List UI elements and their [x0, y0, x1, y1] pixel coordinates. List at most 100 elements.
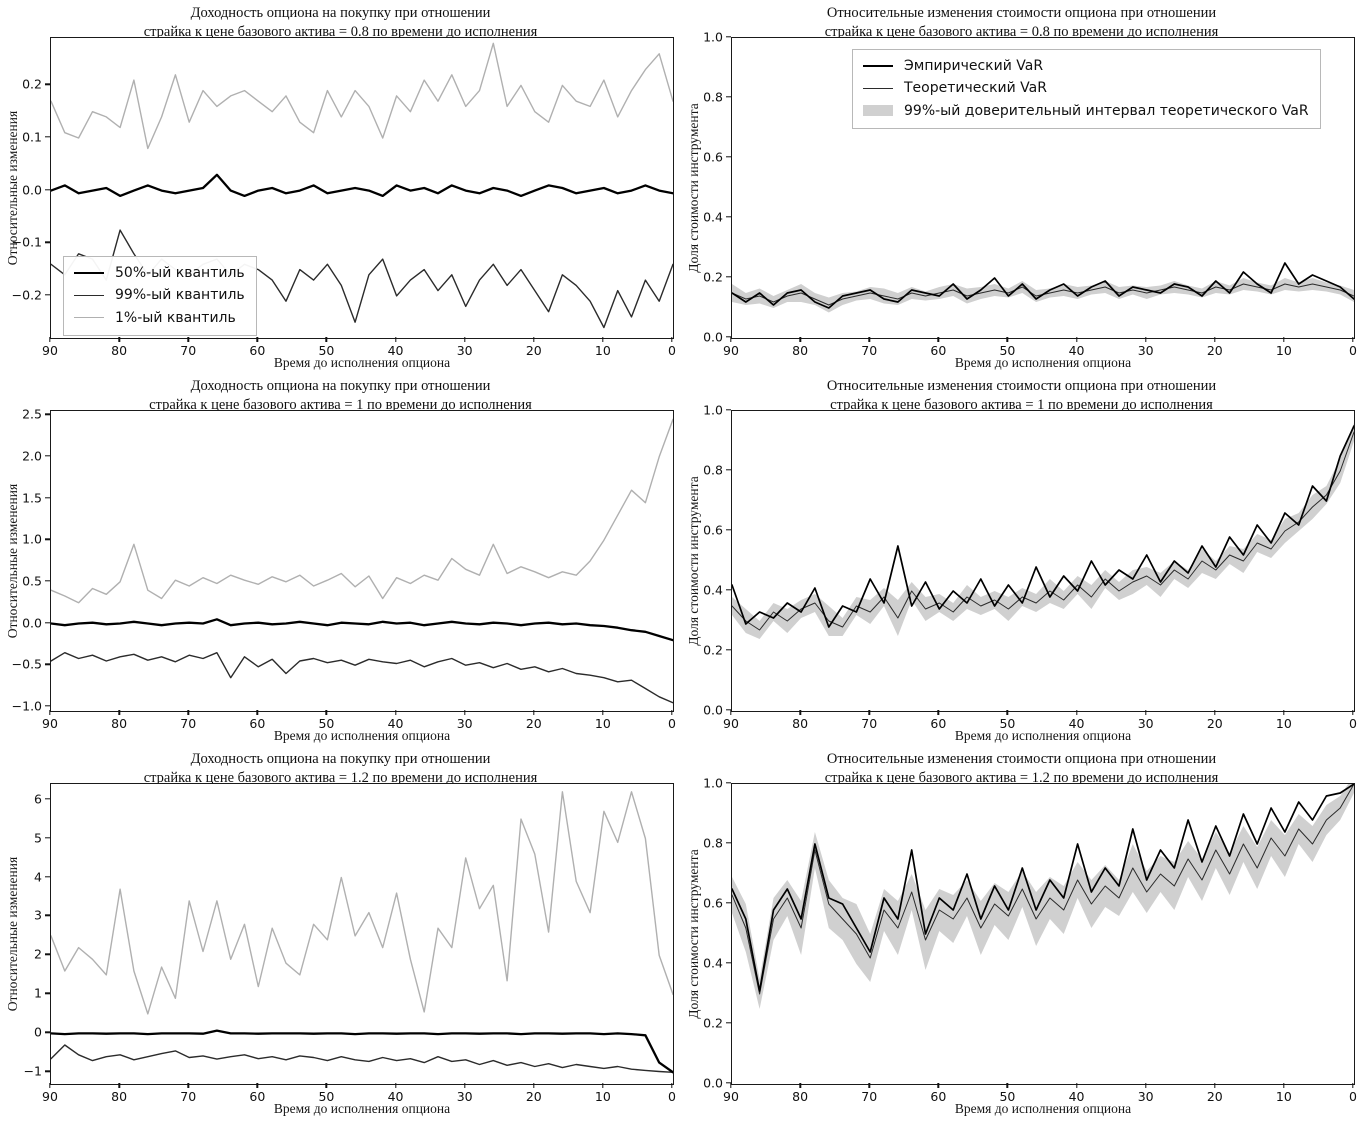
x-tick-label: 90: [42, 343, 58, 358]
y-tick-mark: [726, 96, 731, 98]
y-tick-label: 0.2: [703, 1015, 723, 1031]
x-tick-label: 80: [111, 716, 128, 731]
x-tick-mark: [937, 1083, 940, 1088]
y-tick-label: 0.5: [22, 573, 42, 589]
x-tick-mark: [118, 1083, 120, 1088]
x-tick-mark: [463, 710, 466, 715]
x-tick-label: 10: [1275, 343, 1292, 358]
x-tick-label: 70: [180, 1089, 197, 1104]
x-tick-mark: [1075, 710, 1078, 715]
y-tick-mark: [45, 705, 50, 707]
subplot-option-var-k1: Относительные изменения стоимости опцион…: [681, 373, 1362, 746]
legend-label: 99%-ый доверительный интервал теоретичес…: [904, 102, 1309, 119]
y-tick-label: 0.0: [22, 615, 42, 630]
x-tick-label: 30: [456, 1089, 473, 1104]
x-tick-mark: [1144, 710, 1147, 715]
y-tick-label: 0.0: [703, 1075, 723, 1091]
legend-line-swatch: [74, 272, 104, 275]
series-line: [51, 1044, 673, 1073]
y-tick-label: 1.5: [22, 490, 42, 505]
x-tick-mark: [730, 710, 732, 715]
y-tick-mark: [45, 538, 50, 540]
x-tick-label: 20: [525, 1089, 542, 1104]
y-tick-mark: [45, 992, 50, 995]
x-tick-mark: [49, 337, 51, 342]
x-tick-label: 0: [668, 716, 676, 731]
x-tick-mark: [868, 337, 870, 342]
chart-title: Доходность опциона на покупку при отноше…: [0, 377, 681, 414]
x-tick-mark: [463, 1083, 466, 1088]
series-line: [51, 618, 673, 642]
y-axis-label: Относительные изменения: [5, 856, 20, 1012]
chart-title-line2: страйка к цене базового актива = 1 по вр…: [149, 396, 532, 413]
x-tick-label: 40: [387, 1089, 404, 1104]
x-tick-mark: [1006, 337, 1009, 342]
subplot-option-return-k1.2: Доходность опциона на покупку при отноше…: [0, 746, 681, 1119]
x-tick-label: 90: [723, 716, 739, 731]
x-tick-label: 40: [1068, 343, 1085, 358]
chart-title-line2: страйка к цене базового актива = 0.8 по …: [824, 23, 1219, 40]
y-tick-mark: [726, 589, 731, 591]
chart-title-line2: страйка к цене базового актива = 1.2 по …: [143, 769, 538, 786]
y-tick-mark: [45, 580, 50, 582]
y-tick-mark: [45, 188, 50, 191]
legend: 50%-ый квантиль 99%-ый квантиль 1%-ый кван…: [63, 256, 257, 337]
x-tick-label: 70: [861, 716, 878, 731]
x-tick-label: 20: [525, 343, 542, 358]
y-tick-mark: [726, 649, 731, 651]
y-tick-mark: [726, 36, 731, 38]
y-tick-label: 0.8: [703, 462, 723, 478]
x-tick-mark: [799, 337, 801, 342]
y-tick-label: 0.0: [703, 329, 723, 345]
y-tick-mark: [45, 663, 50, 665]
legend-label: 99%-ый квантиль: [115, 287, 245, 304]
x-tick-label: 40: [1068, 1089, 1085, 1104]
y-tick-mark: [45, 496, 50, 499]
series-line: [51, 173, 673, 198]
x-tick-mark: [325, 1083, 328, 1088]
x-tick-label: 20: [525, 716, 542, 731]
y-tick-label: 2: [34, 946, 42, 962]
x-tick-label: 70: [180, 343, 197, 358]
legend-entry: 1%-ый квантиль: [74, 307, 245, 329]
x-tick-mark: [1283, 710, 1285, 715]
x-tick-label: 90: [42, 716, 58, 731]
chart-title: Относительные изменения стоимости опцион…: [681, 4, 1362, 41]
chart-canvas: [732, 423, 1354, 639]
y-tick-mark: [726, 1082, 731, 1084]
x-tick-label: 40: [387, 716, 404, 731]
chart-title: Относительные изменения стоимости опцион…: [681, 750, 1362, 787]
chart-title-line2: страйка к цене базового актива = 1 по вр…: [830, 396, 1213, 413]
x-tick-label: 20: [1206, 1089, 1223, 1104]
x-tick-label: 0: [668, 1089, 676, 1104]
x-tick-label: 0: [668, 343, 676, 358]
x-tick-label: 50: [999, 716, 1016, 731]
x-tick-label: 70: [861, 1089, 878, 1104]
legend-line-swatch: [863, 88, 893, 90]
legend-entry: 99%-ый доверительный интервал теоретичес…: [863, 100, 1309, 122]
y-tick-mark: [45, 83, 50, 86]
x-tick-mark: [394, 337, 397, 342]
x-tick-mark: [49, 1083, 51, 1088]
legend-entry: 99%-ый квантиль: [74, 284, 245, 306]
y-tick-mark: [726, 409, 731, 411]
x-tick-mark: [602, 337, 604, 342]
x-tick-label: 10: [594, 343, 611, 358]
x-tick-label: 80: [111, 1089, 128, 1104]
x-tick-mark: [256, 1083, 259, 1088]
y-tick-label: 2.0: [22, 448, 42, 464]
x-tick-label: 50: [999, 343, 1016, 358]
x-tick-mark: [1352, 337, 1354, 342]
legend-entry: 50%-ый квантиль: [74, 262, 245, 284]
legend-entry: Теоретический VaR: [863, 77, 1309, 99]
x-tick-label: 80: [792, 1089, 809, 1104]
chart-title: Относительные изменения стоимости опцион…: [681, 377, 1362, 414]
y-tick-mark: [45, 797, 50, 800]
subplot-option-var-k1.2: Относительные изменения стоимости опцион…: [681, 746, 1362, 1119]
series-line: [732, 784, 1354, 992]
x-tick-mark: [1006, 710, 1009, 715]
y-tick-mark: [726, 276, 731, 278]
legend: Эмпирический VaR Теоретический VaR 99%-ый …: [852, 49, 1321, 130]
series-line: [51, 42, 673, 150]
chart-title-line2: страйка к цене базового актива = 1.2 по …: [824, 769, 1219, 786]
